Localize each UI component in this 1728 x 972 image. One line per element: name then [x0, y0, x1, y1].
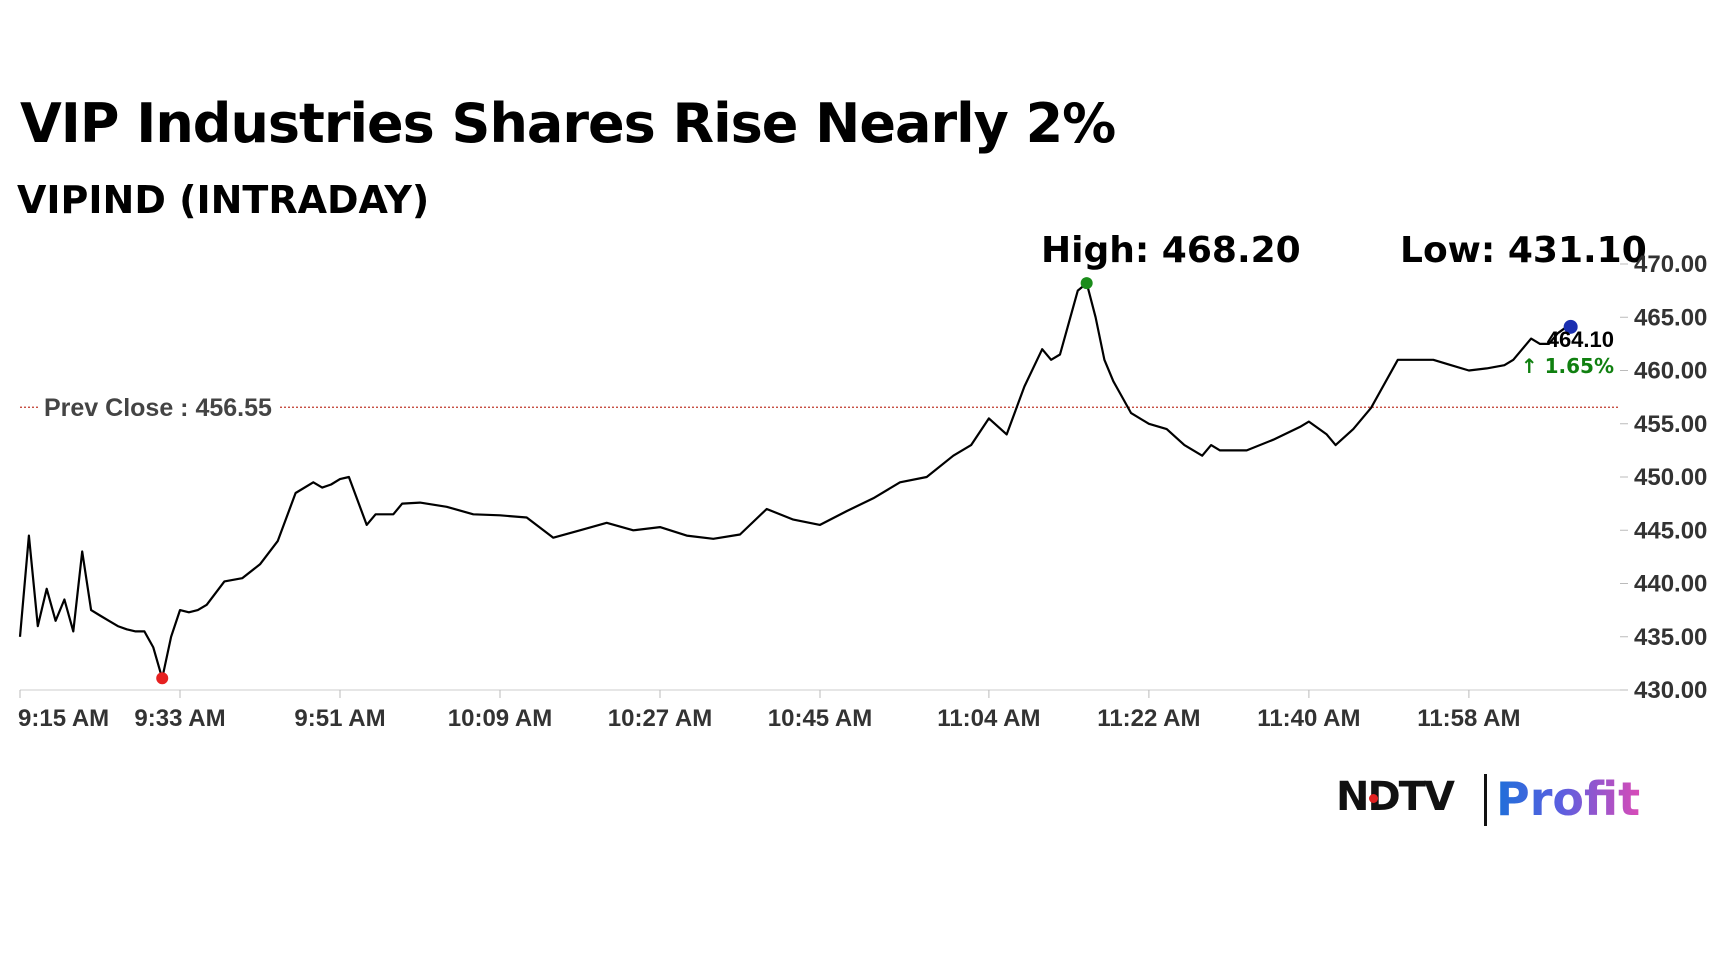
prev-close-label: Prev Close : 456.55 [44, 394, 272, 422]
prev-close-label-bg [38, 392, 279, 425]
x-tick-label: 11:58 AM [1417, 705, 1520, 732]
y-tick-label: 455.00 [1634, 411, 1707, 438]
y-tick-label: 470.00 [1634, 251, 1707, 278]
x-tick-label: 10:45 AM [768, 705, 872, 732]
x-tick-label: 11:22 AM [1097, 705, 1200, 732]
last-price-label: 464.10 [1547, 327, 1614, 352]
x-tick-label: 11:40 AM [1257, 705, 1360, 732]
y-tick-label: 435.00 [1634, 624, 1707, 651]
x-tick-label: 9:33 AM [134, 705, 225, 732]
high-marker [1080, 277, 1093, 290]
x-tick-label: 10:27 AM [608, 705, 712, 732]
low-marker [156, 672, 169, 685]
y-tick-label: 460.00 [1634, 358, 1707, 385]
x-tick-label: 11:04 AM [937, 705, 1040, 732]
x-tick-label: 9:51 AM [294, 705, 385, 732]
logo-separator [1484, 774, 1487, 826]
ndtv-logo-text: NDTV [1336, 774, 1455, 820]
y-tick-label: 450.00 [1634, 464, 1707, 491]
y-tick-label: 465.00 [1634, 304, 1707, 331]
last-price-marker [1563, 319, 1578, 334]
price-line [18, 282, 1568, 680]
chart-subtitle: VIPIND (INTRADAY) [17, 178, 430, 222]
high-label: High: 468.20 [1041, 230, 1301, 271]
low-label: Low: 431.10 [1400, 230, 1647, 271]
y-tick-label: 430.00 [1634, 677, 1707, 704]
change-percent-label: ↑ 1.65% [1521, 354, 1614, 378]
chart-title: VIP Industries Shares Rise Nearly 2% [20, 92, 1116, 155]
x-tick-label: 10:09 AM [448, 705, 552, 732]
ndtv-logo-dot [1369, 794, 1378, 803]
x-tick-label: 9:15 AM [18, 705, 109, 732]
profit-logo-text: Profit [1496, 772, 1641, 826]
y-tick-label: 445.00 [1634, 517, 1707, 544]
y-tick-label: 440.00 [1634, 571, 1707, 598]
